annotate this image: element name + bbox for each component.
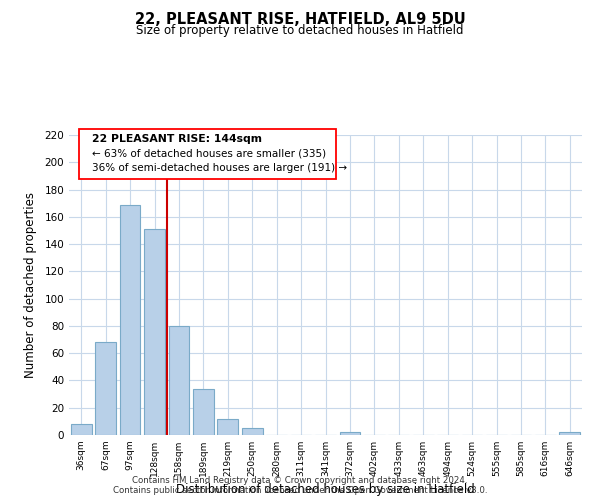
Text: ← 63% of detached houses are smaller (335): ← 63% of detached houses are smaller (33… <box>92 148 326 158</box>
Bar <box>144 229 165 435</box>
Bar <box>217 418 238 435</box>
Bar <box>193 388 214 435</box>
Bar <box>169 326 190 435</box>
Text: 22 PLEASANT RISE: 144sqm: 22 PLEASANT RISE: 144sqm <box>92 134 262 144</box>
Text: 22, PLEASANT RISE, HATFIELD, AL9 5DU: 22, PLEASANT RISE, HATFIELD, AL9 5DU <box>134 12 466 28</box>
Bar <box>242 428 263 435</box>
Text: Contains public sector information licensed under the Open Government Licence v3: Contains public sector information licen… <box>113 486 487 495</box>
Bar <box>559 432 580 435</box>
FancyBboxPatch shape <box>79 129 336 178</box>
Bar <box>340 432 361 435</box>
Text: Size of property relative to detached houses in Hatfield: Size of property relative to detached ho… <box>136 24 464 37</box>
Bar <box>95 342 116 435</box>
Text: 36% of semi-detached houses are larger (191) →: 36% of semi-detached houses are larger (… <box>92 162 347 172</box>
Bar <box>119 204 140 435</box>
Text: Contains HM Land Registry data © Crown copyright and database right 2024.: Contains HM Land Registry data © Crown c… <box>132 476 468 485</box>
Bar <box>71 424 92 435</box>
Y-axis label: Number of detached properties: Number of detached properties <box>25 192 37 378</box>
X-axis label: Distribution of detached houses by size in Hatfield: Distribution of detached houses by size … <box>176 483 475 496</box>
